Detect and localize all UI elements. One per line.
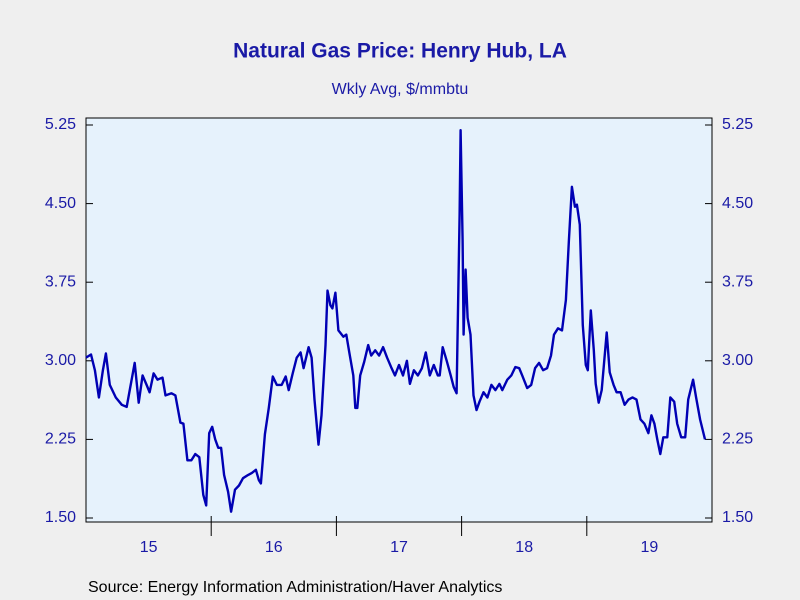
chart-title: Natural Gas Price: Henry Hub, LA: [233, 40, 567, 63]
y-tick-label: 3.00: [45, 352, 76, 369]
price-line: [85, 129, 707, 513]
y-tick-label: 3.75: [45, 273, 76, 290]
y2-tick-label: 5.25: [722, 116, 753, 133]
source-note: Source: Energy Information Administratio…: [88, 579, 502, 596]
x-tick-label: 17: [390, 539, 408, 556]
y-tick-label: 5.25: [45, 116, 76, 133]
y-tick-label: 2.25: [45, 431, 76, 448]
y2-tick-label: 3.00: [722, 352, 753, 369]
plot-area: [85, 117, 713, 523]
x-tick-label: 16: [265, 539, 283, 556]
x-tick-label: 19: [641, 539, 659, 556]
x-tick-label: 15: [140, 539, 158, 556]
y2-tick-label: 4.50: [722, 195, 753, 212]
y2-tick-label: 2.25: [722, 431, 753, 448]
y2-tick-label: 3.75: [722, 273, 753, 290]
y2-tick-label: 1.50: [722, 509, 753, 526]
y-tick-label: 4.50: [45, 195, 76, 212]
chart-subtitle: Wkly Avg, $/mmbtu: [332, 81, 469, 98]
y-tick-label: 1.50: [45, 509, 76, 526]
x-tick-label: 18: [515, 539, 533, 556]
